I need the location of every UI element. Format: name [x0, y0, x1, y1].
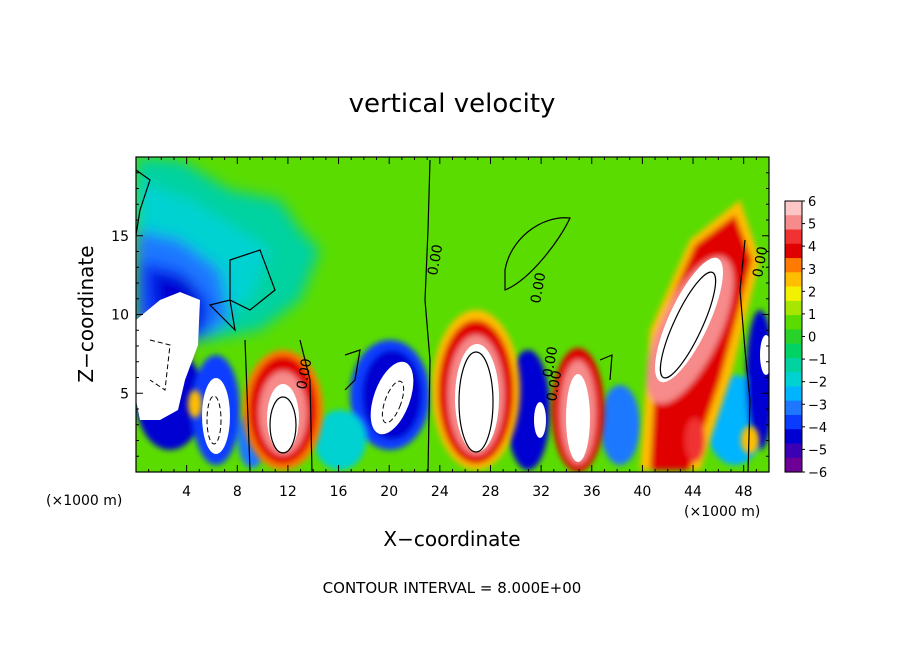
x-tick-label: 40 — [633, 484, 651, 500]
x-unit-left: (×1000 m) — [46, 493, 122, 509]
x-tick-label: 8 — [233, 484, 242, 500]
colorbar-tick-label: 1 — [808, 308, 816, 323]
colorbar-swatch — [785, 315, 802, 330]
colorbar-swatch — [785, 272, 802, 288]
x-tick-label: 24 — [431, 484, 449, 500]
colorbar-swatch — [785, 258, 802, 273]
colorbar-tick-label: −4 — [808, 421, 827, 436]
colorbar-swatch — [785, 201, 802, 216]
colorbar-tick-label: −3 — [808, 398, 827, 413]
colorbar-swatch — [785, 372, 802, 388]
x-tick-label: 28 — [482, 484, 500, 500]
chart-title: vertical velocity — [349, 89, 556, 119]
colorbar-tick-label: 2 — [808, 285, 816, 300]
colorbar-swatch — [785, 357, 802, 373]
colorbar-swatch — [785, 215, 802, 231]
contour-labels: 0.00 0.00 0.00 0.00 0.00 0.00 — [294, 243, 771, 402]
colorbar-swatch — [785, 329, 802, 345]
y-tick-label: 15 — [111, 229, 129, 245]
colorbar-tick-label: −1 — [808, 353, 827, 368]
colorbar-swatch — [785, 286, 802, 302]
contour-label: 0.00 — [540, 345, 561, 378]
x-axis-label: X−coordinate — [383, 527, 520, 551]
x-axis: 4 8 12 16 20 24 28 32 36 40 44 48 — [148, 157, 757, 500]
x-tick-label: 12 — [279, 484, 297, 500]
colorbar-swatch — [785, 229, 802, 245]
colorbar-tick-label: −2 — [808, 376, 827, 391]
colorbar-tick-label: 0 — [808, 331, 816, 346]
x-tick-label: 32 — [532, 484, 550, 500]
colorbar-tick-label: 5 — [808, 218, 816, 233]
colorbar-swatch — [785, 443, 802, 459]
y-axis: 5 10 15 — [111, 172, 769, 457]
colorbar-swatch — [785, 343, 802, 359]
contour-label: 0.00 — [544, 369, 565, 402]
colorbar: 6 5 4 3 2 1 0 −1 −2 −3 −4 −5 −6 — [784, 195, 827, 481]
x-tick-label: 4 — [182, 484, 191, 500]
colorbar-swatch — [785, 386, 802, 402]
velocity-field — [136, 157, 769, 472]
colorbar-tick-label: −6 — [808, 466, 827, 481]
colorbar-swatch — [785, 429, 802, 445]
contour-label: 0.00 — [294, 357, 315, 390]
colorbar-swatch — [785, 243, 802, 259]
x-tick-label: 48 — [735, 484, 753, 500]
x-unit-right: (×1000 m) — [684, 504, 760, 520]
colorbar-tick-label: 4 — [808, 240, 816, 255]
y-tick-label: 10 — [111, 308, 129, 324]
colorbar-tick-label: −5 — [808, 443, 827, 458]
x-tick-label: 36 — [583, 484, 601, 500]
colorbar-swatch — [785, 400, 802, 416]
contour-label: 0.00 — [750, 245, 771, 278]
colorbar-swatch — [785, 300, 802, 316]
contour-label: 0.00 — [425, 243, 446, 276]
contour-interval-note: CONTOUR INTERVAL = 8.000E+00 — [323, 579, 582, 597]
y-tick-label: 5 — [120, 386, 129, 402]
x-tick-label: 44 — [684, 484, 702, 500]
y-axis-label: Z−coordinate — [74, 245, 98, 382]
colorbar-swatch — [785, 414, 802, 430]
colorbar-tick-label: 3 — [808, 263, 816, 278]
x-tick-label: 20 — [380, 484, 398, 500]
contour-label: 0.00 — [528, 271, 549, 304]
colorbar-swatch — [785, 457, 802, 473]
x-tick-label: 16 — [330, 484, 348, 500]
colorbar-tick-label: 6 — [808, 195, 816, 210]
